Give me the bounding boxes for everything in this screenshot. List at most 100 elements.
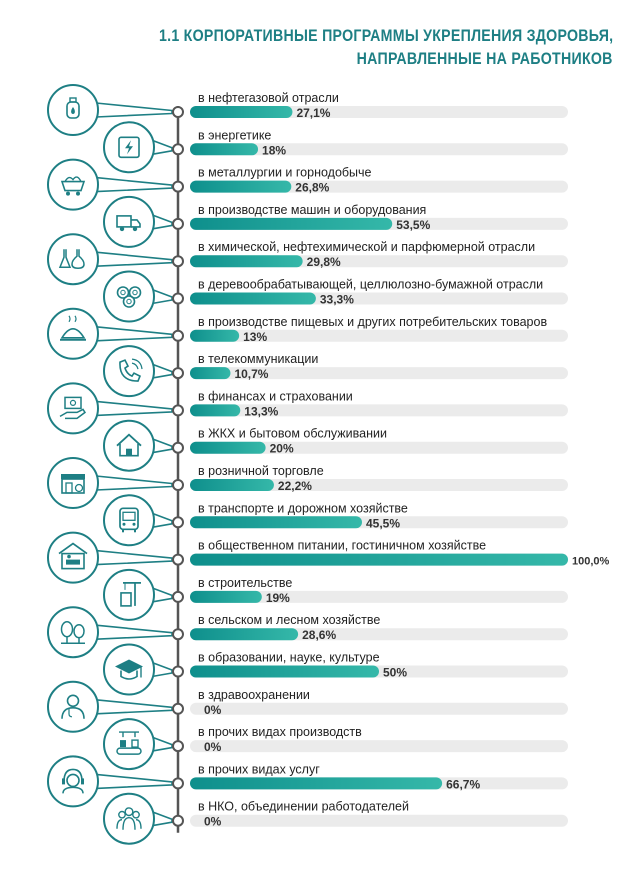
row-2-bar [190, 143, 259, 156]
row-13-bar [190, 553, 568, 566]
row-19-connector [95, 773, 173, 790]
row-14-category-label: в строительстве [198, 576, 292, 590]
row-10-icon-badge [103, 419, 155, 472]
row-8-category-label: в телекоммуникации [198, 352, 318, 366]
doctor-icon [61, 694, 85, 719]
conveyor-icon [116, 731, 142, 755]
row-2-value-label: 18% [262, 143, 286, 157]
row-19-value-label: 66,7% [446, 777, 480, 791]
row-12-bar [190, 516, 362, 529]
row-5-value-label: 29,8% [307, 255, 341, 269]
group-people-icon [116, 807, 142, 830]
row-13-value-label: 100,0% [572, 556, 610, 568]
row-19-axis-dot [172, 777, 184, 790]
graduation-cap-icon [115, 659, 143, 680]
row-9-category-label: в финансах и страховании [198, 389, 353, 403]
food-dish-icon [60, 315, 86, 341]
row-13-connector [95, 549, 173, 566]
row-17-category-label: в здравоохранении [198, 688, 310, 702]
row-7-bar [190, 329, 240, 342]
row-15-bar [190, 628, 299, 641]
row-15-axis-dot [172, 628, 184, 641]
mine-cart-icon [60, 176, 86, 196]
row-19-category-label: в прочих видах услуг [198, 762, 320, 776]
row-10-axis-dot [172, 441, 184, 454]
row-7-track [190, 329, 568, 342]
row-16-value-label: 50% [383, 666, 407, 680]
row-8-track [190, 367, 568, 380]
row-3-value-label: 26,8% [295, 181, 329, 195]
row-8-bar [190, 367, 231, 380]
row-8-icon-badge [103, 345, 155, 398]
row-10-value-label: 20% [270, 442, 294, 456]
row-1-value-label: 27,1% [296, 106, 330, 120]
row-14-icon-badge [103, 568, 155, 621]
row-6-value-label: 33,3% [320, 293, 354, 307]
row-17-value-label: 0% [204, 703, 222, 717]
row-1-category-label: в нефтегазовой отрасли [198, 91, 339, 105]
row-3-category-label: в металлургии и горнодобыче [198, 166, 372, 180]
row-2-axis-dot [172, 143, 184, 156]
row-17-connector [95, 699, 173, 715]
truck-icon [116, 215, 141, 232]
row-10-track [190, 441, 568, 454]
row-11-connector [95, 475, 173, 491]
row-11-track [190, 479, 568, 491]
row-5-axis-dot [172, 255, 184, 268]
row-5-category-label: в химической, нефтехимической и парфюмер… [198, 240, 535, 254]
row-10-category-label: в ЖКХ и бытовом обслуживании [198, 427, 387, 441]
row-7-connector [95, 326, 173, 342]
row-5-bar [190, 255, 303, 268]
row-11-axis-dot [172, 479, 184, 491]
row-13-icon-badge [47, 531, 99, 584]
row-11-value-label: 22,2% [278, 479, 312, 493]
row-18-track [190, 740, 568, 753]
row-14-value-label: 19% [266, 591, 290, 605]
row-7-category-label: в производстве пищевых и других потребит… [198, 315, 547, 329]
row-17-axis-dot [172, 702, 184, 715]
row-18-axis-dot [172, 740, 184, 753]
row-19-bar [190, 777, 443, 790]
row-16-bar [190, 665, 379, 678]
row-4-value-label: 53,5% [396, 218, 430, 232]
row-12-axis-dot [172, 516, 184, 529]
row-2-category-label: в энергетике [198, 128, 271, 142]
row-4-bar [190, 217, 393, 230]
row-18-category-label: в прочих видах производств [198, 725, 362, 739]
row-1-bar [190, 106, 293, 118]
row-4-icon-badge [103, 195, 155, 248]
support-headset-icon [62, 768, 84, 794]
row-2-track [190, 143, 568, 156]
bus-icon [119, 507, 139, 533]
row-4-axis-dot [172, 217, 184, 230]
row-20-axis-dot [172, 814, 184, 827]
row-13-axis-dot [172, 553, 184, 566]
row-10-bar [190, 441, 266, 454]
gas-cylinder-icon [66, 97, 80, 119]
page-title-line-1: 1.1 КОРПОРАТИВНЫЕ ПРОГРАММЫ УКРЕПЛЕНИЯ З… [158, 27, 613, 45]
row-5-icon-badge [47, 233, 99, 286]
row-19-icon-badge [47, 755, 99, 808]
row-18-value-label: 0% [204, 740, 222, 754]
row-20-value-label: 0% [204, 815, 222, 829]
page-title-line-2: НАПРАВЛЕННЫЕ НА РАБОТНИКОВ [357, 50, 613, 68]
row-6-axis-dot [172, 292, 184, 305]
row-9-connector [95, 400, 173, 417]
row-7-axis-dot [172, 329, 184, 342]
row-16-category-label: в образовании, науке, культуре [198, 651, 380, 665]
row-15-icon-badge [47, 606, 99, 659]
row-1-connector [95, 102, 173, 118]
row-3-bar [190, 180, 292, 193]
money-hand-icon [59, 396, 87, 420]
row-3-axis-dot [172, 180, 184, 193]
row-14-axis-dot [172, 590, 184, 603]
flasks-icon [58, 249, 85, 269]
house-icon [116, 433, 142, 457]
row-18-icon-badge [103, 718, 155, 771]
row-12-category-label: в транспорте и дорожном хозяйстве [198, 501, 408, 515]
row-16-axis-dot [172, 665, 184, 678]
row-14-track [190, 590, 568, 603]
row-12-value-label: 45,5% [366, 516, 400, 530]
row-17-track [190, 702, 568, 715]
